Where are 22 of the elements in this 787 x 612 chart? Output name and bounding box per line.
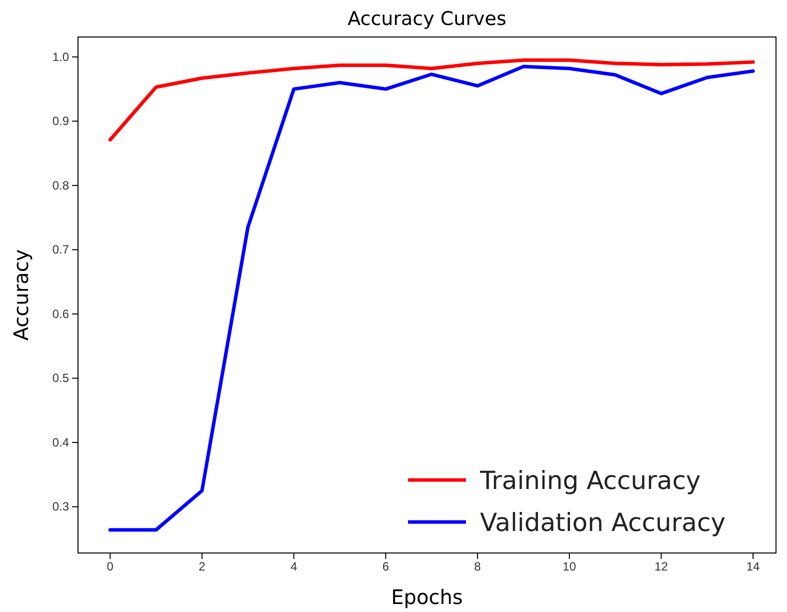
- line-series: [108, 58, 755, 142]
- x-tick-label: 4: [290, 560, 298, 574]
- y-axis-title: Accuracy: [9, 249, 33, 341]
- x-axis-title: Epochs: [391, 585, 463, 609]
- x-tick-label: 10: [562, 560, 576, 574]
- y-tick-label: 0.6: [52, 306, 70, 321]
- x-tick-label: 14: [746, 560, 760, 574]
- y-tick-label: 0.9: [52, 114, 70, 128]
- y-tick-label: 1.0: [52, 50, 70, 64]
- x-tick-label: 0: [106, 560, 114, 574]
- y-tick-label: 0.4: [52, 435, 70, 450]
- legend-label: Training Accuracy: [479, 466, 701, 495]
- x-tick-label: 2: [198, 560, 206, 574]
- x-tick-label: 6: [382, 560, 390, 574]
- chart-title: Accuracy Curves: [348, 8, 506, 30]
- y-tick-label: 0.5: [52, 371, 70, 386]
- y-tick-label: 0.3: [52, 500, 70, 514]
- y-tick-label: 0.7: [52, 242, 70, 257]
- x-tick-label: 8: [474, 560, 482, 574]
- legend-label: Validation Accuracy: [480, 508, 726, 537]
- y-tick-label: 0.8: [52, 178, 70, 192]
- x-tick-label: 12: [654, 560, 668, 574]
